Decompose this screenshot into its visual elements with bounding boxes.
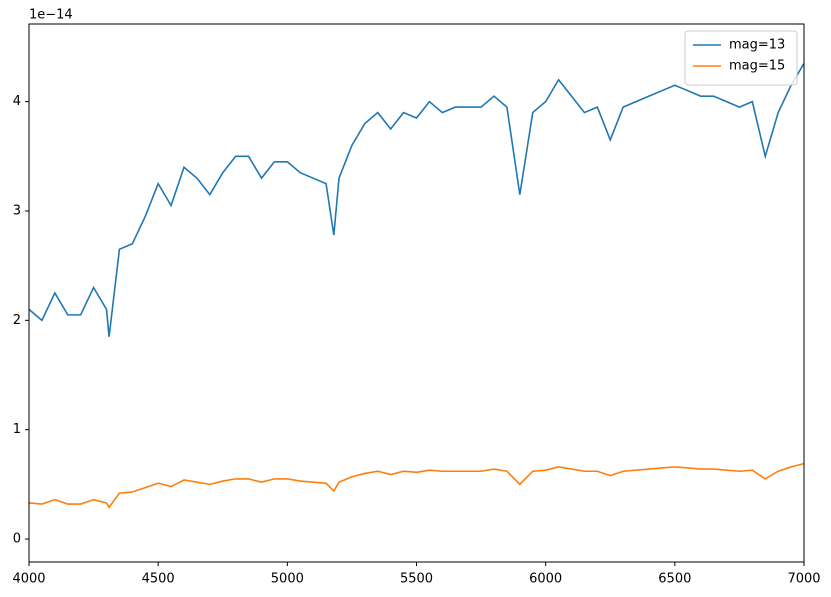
series-line <box>29 62 804 337</box>
plot-frame <box>28 23 805 563</box>
legend-label: mag=13 <box>729 38 785 53</box>
x-tick-label: 4500 <box>142 572 175 587</box>
offset-text: 1e−14 <box>29 8 73 23</box>
y-tick-label: 3 <box>13 203 21 218</box>
x-tick-label: 5000 <box>271 572 304 587</box>
x-tick-label: 4000 <box>12 572 45 587</box>
series-line <box>29 462 804 509</box>
x-tick-label: 5500 <box>400 572 433 587</box>
x-tick-label: 6000 <box>529 572 562 587</box>
y-tick-label: 4 <box>13 94 21 109</box>
x-tick-label: 6500 <box>658 572 691 587</box>
y-tick-label: 1 <box>13 422 21 437</box>
y-tick-label: 0 <box>13 532 21 547</box>
y-tick-label: 2 <box>13 313 21 328</box>
legend-label: mag=15 <box>729 59 785 74</box>
x-tick-label: 7000 <box>787 572 820 587</box>
